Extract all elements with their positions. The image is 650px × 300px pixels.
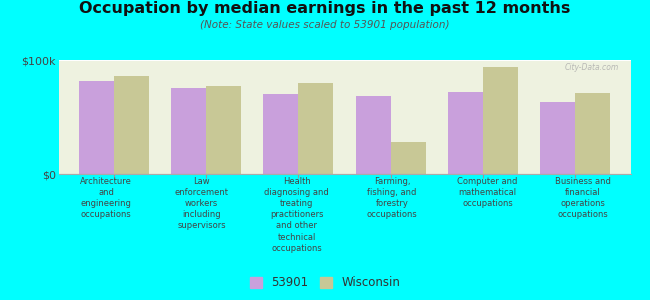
Bar	[356, 97, 391, 174]
Bar	[540, 102, 575, 174]
Bar	[448, 92, 483, 174]
Bar	[263, 94, 298, 174]
Legend: 53901, Wisconsin: 53901, Wisconsin	[245, 272, 405, 294]
Bar	[114, 76, 149, 174]
Bar	[298, 83, 333, 174]
Text: (Note: State values scaled to 53901 population): (Note: State values scaled to 53901 popu…	[200, 20, 450, 29]
Text: Law
enforcement
workers
including
supervisors: Law enforcement workers including superv…	[174, 177, 229, 230]
Text: Architecture
and
engineering
occupations: Architecture and engineering occupations	[80, 177, 132, 219]
Bar	[391, 142, 426, 174]
Bar	[575, 93, 610, 174]
Bar	[171, 88, 206, 174]
Text: Farming,
fishing, and
forestry
occupations: Farming, fishing, and forestry occupatio…	[367, 177, 417, 219]
Bar	[206, 86, 241, 174]
Bar	[79, 80, 114, 174]
Bar	[483, 67, 518, 174]
Text: Computer and
mathematical
occupations: Computer and mathematical occupations	[458, 177, 517, 208]
Text: Health
diagnosing and
treating
practitioners
and other
technical
occupations: Health diagnosing and treating practitio…	[265, 177, 329, 253]
Text: Occupation by median earnings in the past 12 months: Occupation by median earnings in the pas…	[79, 2, 571, 16]
Text: City-Data.com: City-Data.com	[565, 63, 619, 72]
Text: Business and
financial
operations
occupations: Business and financial operations occupa…	[555, 177, 611, 219]
